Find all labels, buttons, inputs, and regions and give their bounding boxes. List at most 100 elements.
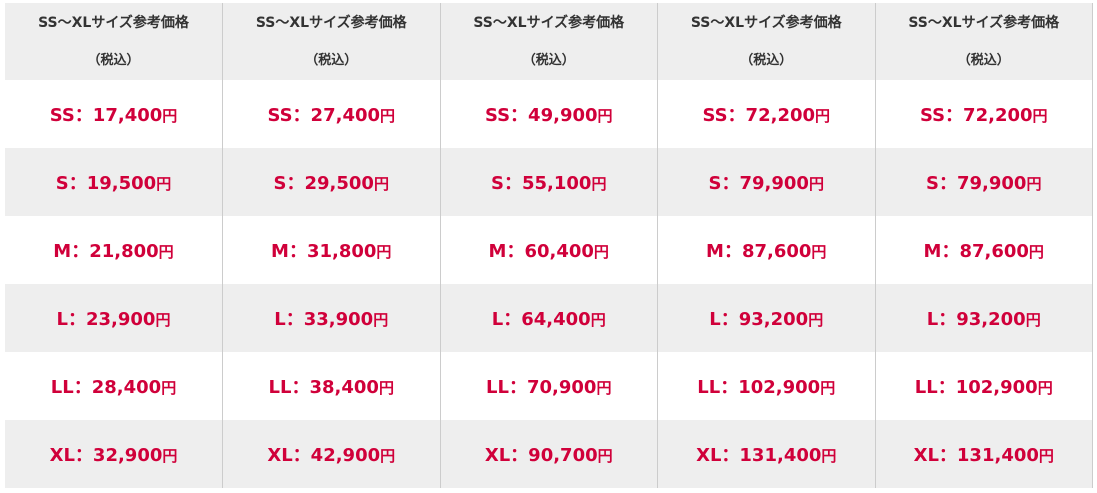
price-value: LL：102,900 xyxy=(697,377,821,398)
currency-unit: 円 xyxy=(591,175,607,193)
price-value: S：79,900 xyxy=(926,173,1027,194)
header-title: SS～XLサイズ参考価格 xyxy=(690,14,842,31)
column-header: SS～XLサイズ参考価格 （税込） xyxy=(5,3,223,80)
price-value: S：19,500 xyxy=(55,173,157,194)
currency-unit: 円 xyxy=(821,447,837,465)
price-cell: XL：131,400円 xyxy=(874,420,1093,488)
price-cell: M：60,400円 xyxy=(439,216,658,284)
table-row-xl: XL：32,900円 XL：42,900円 XL：90,700円 XL：131,400… xyxy=(5,420,1093,488)
column-header: SS～XLサイズ参考価格 （税込） xyxy=(439,3,658,80)
price-cell: M：87,600円 xyxy=(874,216,1093,284)
table-row-l: L：23,900円 L：33,900円 L：64,400円 L：93,200円 L：93… xyxy=(5,284,1093,352)
column-header: SS～XLサイズ参考価格 （税込） xyxy=(657,3,875,80)
price-cell: XL：90,700円 xyxy=(439,420,658,488)
price-cell: S：29,500円 xyxy=(222,148,440,216)
currency-unit: 円 xyxy=(1026,175,1042,193)
currency-unit: 円 xyxy=(380,107,396,125)
currency-unit: 円 xyxy=(820,379,836,397)
price-cell: LL：102,900円 xyxy=(874,352,1093,420)
price-cell: LL：102,900円 xyxy=(657,352,875,420)
price-value: L：64,400 xyxy=(491,309,591,330)
header-title: SS～XLサイズ参考価格 xyxy=(908,14,1060,31)
currency-unit: 円 xyxy=(373,175,389,193)
price-value: SS：17,400 xyxy=(49,105,163,126)
price-cell: XL：32,900円 xyxy=(5,420,223,488)
price-cell: L：93,200円 xyxy=(657,284,875,352)
price-value: S：29,500 xyxy=(273,173,374,194)
price-value: XL：131,400 xyxy=(696,445,822,466)
header-title: SS～XLサイズ参考価格 xyxy=(255,14,407,31)
price-cell: L：93,200円 xyxy=(874,284,1093,352)
price-value: SS：27,400 xyxy=(267,105,381,126)
price-cell: SS：49,900円 xyxy=(439,80,658,148)
price-value: LL：102,900 xyxy=(914,377,1038,398)
price-cell: L：33,900円 xyxy=(222,284,440,352)
currency-unit: 円 xyxy=(376,243,392,261)
price-value: SS：72,200 xyxy=(702,105,816,126)
currency-unit: 円 xyxy=(811,243,827,261)
price-cell: SS：72,200円 xyxy=(657,80,875,148)
price-value: L：33,900 xyxy=(274,309,374,330)
price-value: XL：32,900 xyxy=(49,445,163,466)
price-value: M：31,800 xyxy=(271,241,377,262)
table-row-ll: LL：28,400円 LL：38,400円 LL：70,900円 LL：102,900… xyxy=(5,352,1093,420)
price-value: L：93,200 xyxy=(926,309,1026,330)
price-cell: XL：131,400円 xyxy=(657,420,875,488)
currency-unit: 円 xyxy=(158,243,174,261)
price-value: LL：38,400 xyxy=(268,377,379,398)
price-cell: S：79,900円 xyxy=(874,148,1093,216)
price-cell: L：64,400円 xyxy=(439,284,658,352)
header-subtitle: （税込） xyxy=(522,52,575,68)
price-cell: L：23,900円 xyxy=(5,284,223,352)
header-subtitle: （税込） xyxy=(87,52,140,68)
price-table: SS～XLサイズ参考価格 （税込） SS～XLサイズ参考価格 （税込） SS～XLサイズ… xyxy=(5,3,1093,488)
price-value: LL：28,400 xyxy=(50,377,162,398)
currency-unit: 円 xyxy=(590,311,606,329)
price-cell: LL：38,400円 xyxy=(222,352,440,420)
price-value: SS：72,200 xyxy=(919,105,1033,126)
price-value: M：87,600 xyxy=(923,241,1029,262)
price-cell: XL：42,900円 xyxy=(222,420,440,488)
currency-unit: 円 xyxy=(162,447,178,465)
column-header: SS～XLサイズ参考価格 （税込） xyxy=(222,3,440,80)
price-value: LL：70,900 xyxy=(486,377,597,398)
price-value: M：21,800 xyxy=(53,241,159,262)
price-cell: S：19,500円 xyxy=(5,148,223,216)
price-cell: M：87,600円 xyxy=(657,216,875,284)
price-value: S：79,900 xyxy=(708,173,809,194)
currency-unit: 円 xyxy=(162,107,178,125)
currency-unit: 円 xyxy=(380,447,396,465)
price-cell: S：55,100円 xyxy=(439,148,658,216)
currency-unit: 円 xyxy=(596,379,612,397)
currency-unit: 円 xyxy=(597,107,613,125)
price-value: XL：42,900 xyxy=(267,445,381,466)
header-title: SS～XLサイズ参考価格 xyxy=(473,14,625,31)
currency-unit: 円 xyxy=(1025,311,1041,329)
price-cell: SS：17,400円 xyxy=(5,80,223,148)
header-subtitle: （税込） xyxy=(957,52,1010,68)
price-value: L：23,900 xyxy=(56,309,156,330)
currency-unit: 円 xyxy=(1037,379,1053,397)
price-cell: LL：70,900円 xyxy=(439,352,658,420)
currency-unit: 円 xyxy=(815,107,831,125)
currency-unit: 円 xyxy=(1032,107,1048,125)
currency-unit: 円 xyxy=(1028,243,1044,261)
table-row-s: S：19,500円 S：29,500円 S：55,100円 S：79,900円 S：79… xyxy=(5,148,1093,216)
price-cell: S：79,900円 xyxy=(657,148,875,216)
currency-unit: 円 xyxy=(155,311,171,329)
price-value: XL：131,400 xyxy=(913,445,1039,466)
price-cell: SS：27,400円 xyxy=(222,80,440,148)
currency-unit: 円 xyxy=(597,447,613,465)
header-title: SS～XLサイズ参考価格 xyxy=(38,14,189,31)
currency-unit: 円 xyxy=(378,379,394,397)
price-value: SS：49,900 xyxy=(484,105,598,126)
header-subtitle: （税込） xyxy=(740,52,793,68)
currency-unit: 円 xyxy=(808,175,824,193)
header-subtitle: （税込） xyxy=(305,52,358,68)
price-value: L：93,200 xyxy=(709,309,809,330)
currency-unit: 円 xyxy=(373,311,389,329)
price-cell: LL：28,400円 xyxy=(5,352,223,420)
table-row-m: M：21,800円 M：31,800円 M：60,400円 M：87,600円 M：87… xyxy=(5,216,1093,284)
price-value: XL：90,700 xyxy=(484,445,598,466)
price-cell: SS：72,200円 xyxy=(874,80,1093,148)
